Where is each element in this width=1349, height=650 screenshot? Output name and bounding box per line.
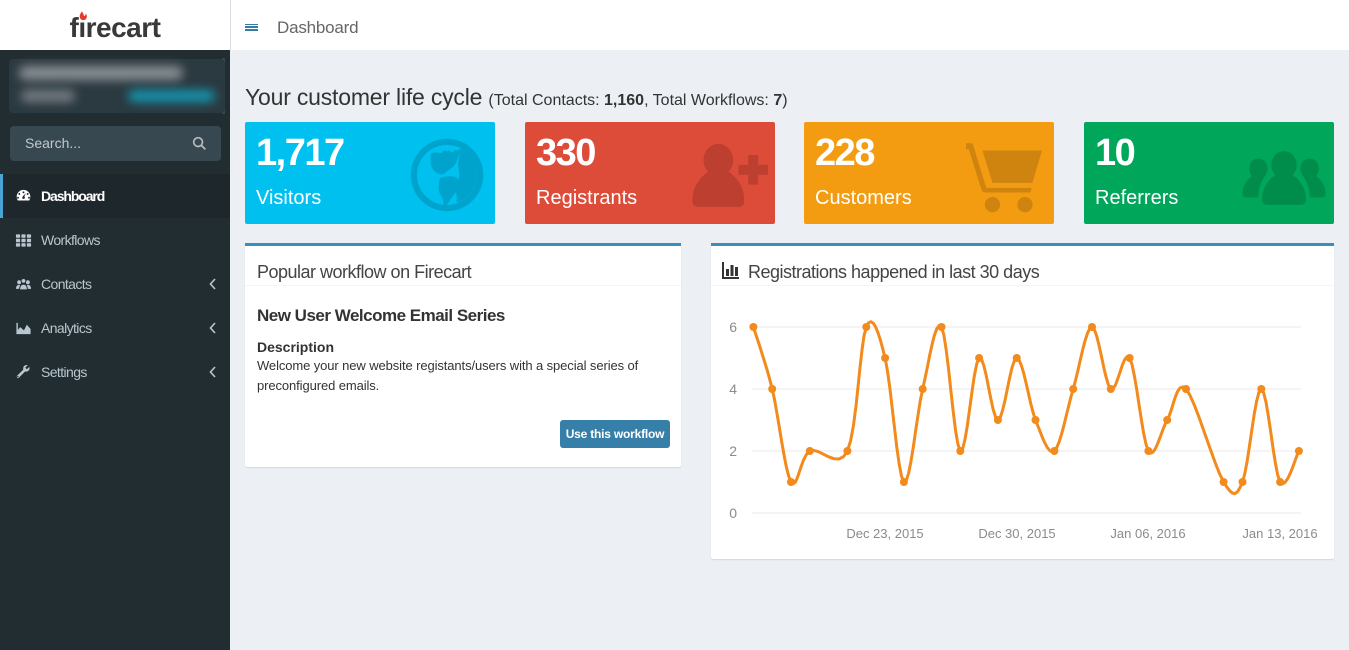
svg-text:Jan 06, 2016: Jan 06, 2016 bbox=[1110, 526, 1185, 541]
svg-text:Jan 13, 2016: Jan 13, 2016 bbox=[1242, 526, 1317, 541]
svg-text:6: 6 bbox=[729, 319, 737, 335]
svg-text:Dec 23, 2015: Dec 23, 2015 bbox=[846, 526, 923, 541]
svg-text:4: 4 bbox=[729, 381, 737, 397]
svg-text:Dec 30, 2015: Dec 30, 2015 bbox=[978, 526, 1055, 541]
svg-text:0: 0 bbox=[729, 505, 737, 521]
svg-text:2: 2 bbox=[729, 443, 737, 459]
